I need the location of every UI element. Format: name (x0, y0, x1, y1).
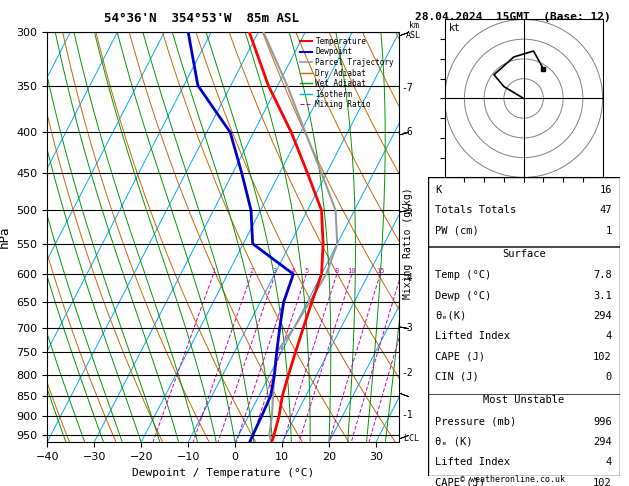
Text: kt: kt (448, 23, 460, 34)
Text: Totals Totals: Totals Totals (435, 205, 516, 215)
Text: 10: 10 (348, 268, 356, 274)
Text: -5: -5 (402, 206, 413, 215)
Text: -7: -7 (402, 83, 413, 92)
Text: 28.04.2024  15GMT  (Base: 12): 28.04.2024 15GMT (Base: 12) (415, 12, 611, 22)
Text: 1: 1 (606, 226, 612, 236)
Text: Temp (°C): Temp (°C) (435, 270, 492, 280)
Text: 294: 294 (593, 437, 612, 447)
Text: 7.8: 7.8 (593, 270, 612, 280)
Text: 16: 16 (599, 185, 612, 195)
Text: -3: -3 (402, 323, 413, 333)
X-axis label: Dewpoint / Temperature (°C): Dewpoint / Temperature (°C) (132, 468, 314, 478)
Text: 102: 102 (593, 478, 612, 486)
Text: Lifted Index: Lifted Index (435, 331, 510, 341)
Text: Lifted Index: Lifted Index (435, 457, 510, 467)
Text: 3.1: 3.1 (593, 291, 612, 300)
Text: LCL: LCL (399, 434, 420, 443)
Text: K: K (435, 185, 442, 195)
Text: Most Unstable: Most Unstable (483, 395, 564, 405)
Text: -2: -2 (402, 367, 413, 378)
Text: Mixing Ratio (g/kg): Mixing Ratio (g/kg) (403, 187, 413, 299)
Text: © weatheronline.co.uk: © weatheronline.co.uk (460, 474, 565, 484)
Text: Surface: Surface (502, 249, 545, 259)
Text: 2: 2 (249, 268, 253, 274)
Text: 4: 4 (291, 268, 294, 274)
Text: CAPE (J): CAPE (J) (435, 351, 486, 362)
Text: -6: -6 (402, 127, 413, 137)
Text: 4: 4 (606, 457, 612, 467)
Text: CAPE (J): CAPE (J) (435, 478, 486, 486)
Text: Pressure (mb): Pressure (mb) (435, 417, 516, 427)
Text: 0: 0 (606, 372, 612, 382)
Text: 47: 47 (599, 205, 612, 215)
Text: 8: 8 (335, 268, 339, 274)
Text: 3: 3 (273, 268, 277, 274)
Text: 996: 996 (593, 417, 612, 427)
Text: 294: 294 (593, 311, 612, 321)
Text: -4: -4 (402, 273, 413, 283)
Text: θₑ (K): θₑ (K) (435, 437, 473, 447)
Text: km
ASL: km ASL (406, 21, 421, 40)
Text: CIN (J): CIN (J) (435, 372, 479, 382)
Y-axis label: hPa: hPa (0, 226, 11, 248)
Text: -1: -1 (402, 410, 413, 420)
Legend: Temperature, Dewpoint, Parcel Trajectory, Dry Adiabat, Wet Adiabat, Isotherm, Mi: Temperature, Dewpoint, Parcel Trajectory… (299, 35, 396, 111)
Text: 15: 15 (376, 268, 384, 274)
Text: PW (cm): PW (cm) (435, 226, 479, 236)
Text: 54°36'N  354°53'W  85m ASL: 54°36'N 354°53'W 85m ASL (104, 12, 299, 25)
Text: 1: 1 (211, 268, 216, 274)
Text: Dewp (°C): Dewp (°C) (435, 291, 492, 300)
Text: 5: 5 (304, 268, 309, 274)
Text: θₑ(K): θₑ(K) (435, 311, 467, 321)
Text: 102: 102 (593, 351, 612, 362)
Text: 4: 4 (606, 331, 612, 341)
